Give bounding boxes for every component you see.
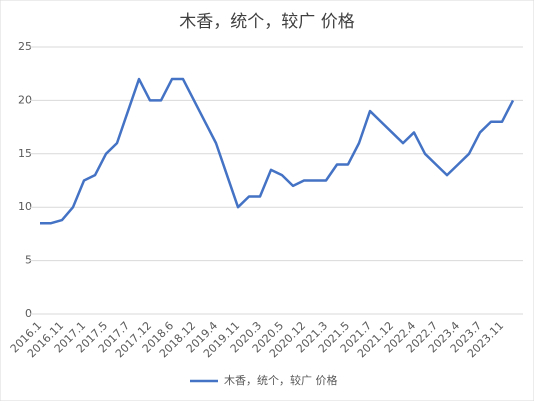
chart-title: 木香，统个，较广 价格 bbox=[179, 12, 354, 32]
y-tick-label: 20 bbox=[18, 93, 32, 106]
y-tick-label: 25 bbox=[18, 40, 32, 53]
y-tick-label: 15 bbox=[18, 147, 32, 160]
y-tick-label: 5 bbox=[25, 254, 32, 267]
y-tick-label: 0 bbox=[25, 307, 32, 320]
y-tick-label: 10 bbox=[18, 200, 32, 213]
line-series bbox=[40, 77, 515, 225]
legend-label: 木香，统个，较广 价格 bbox=[224, 373, 338, 387]
